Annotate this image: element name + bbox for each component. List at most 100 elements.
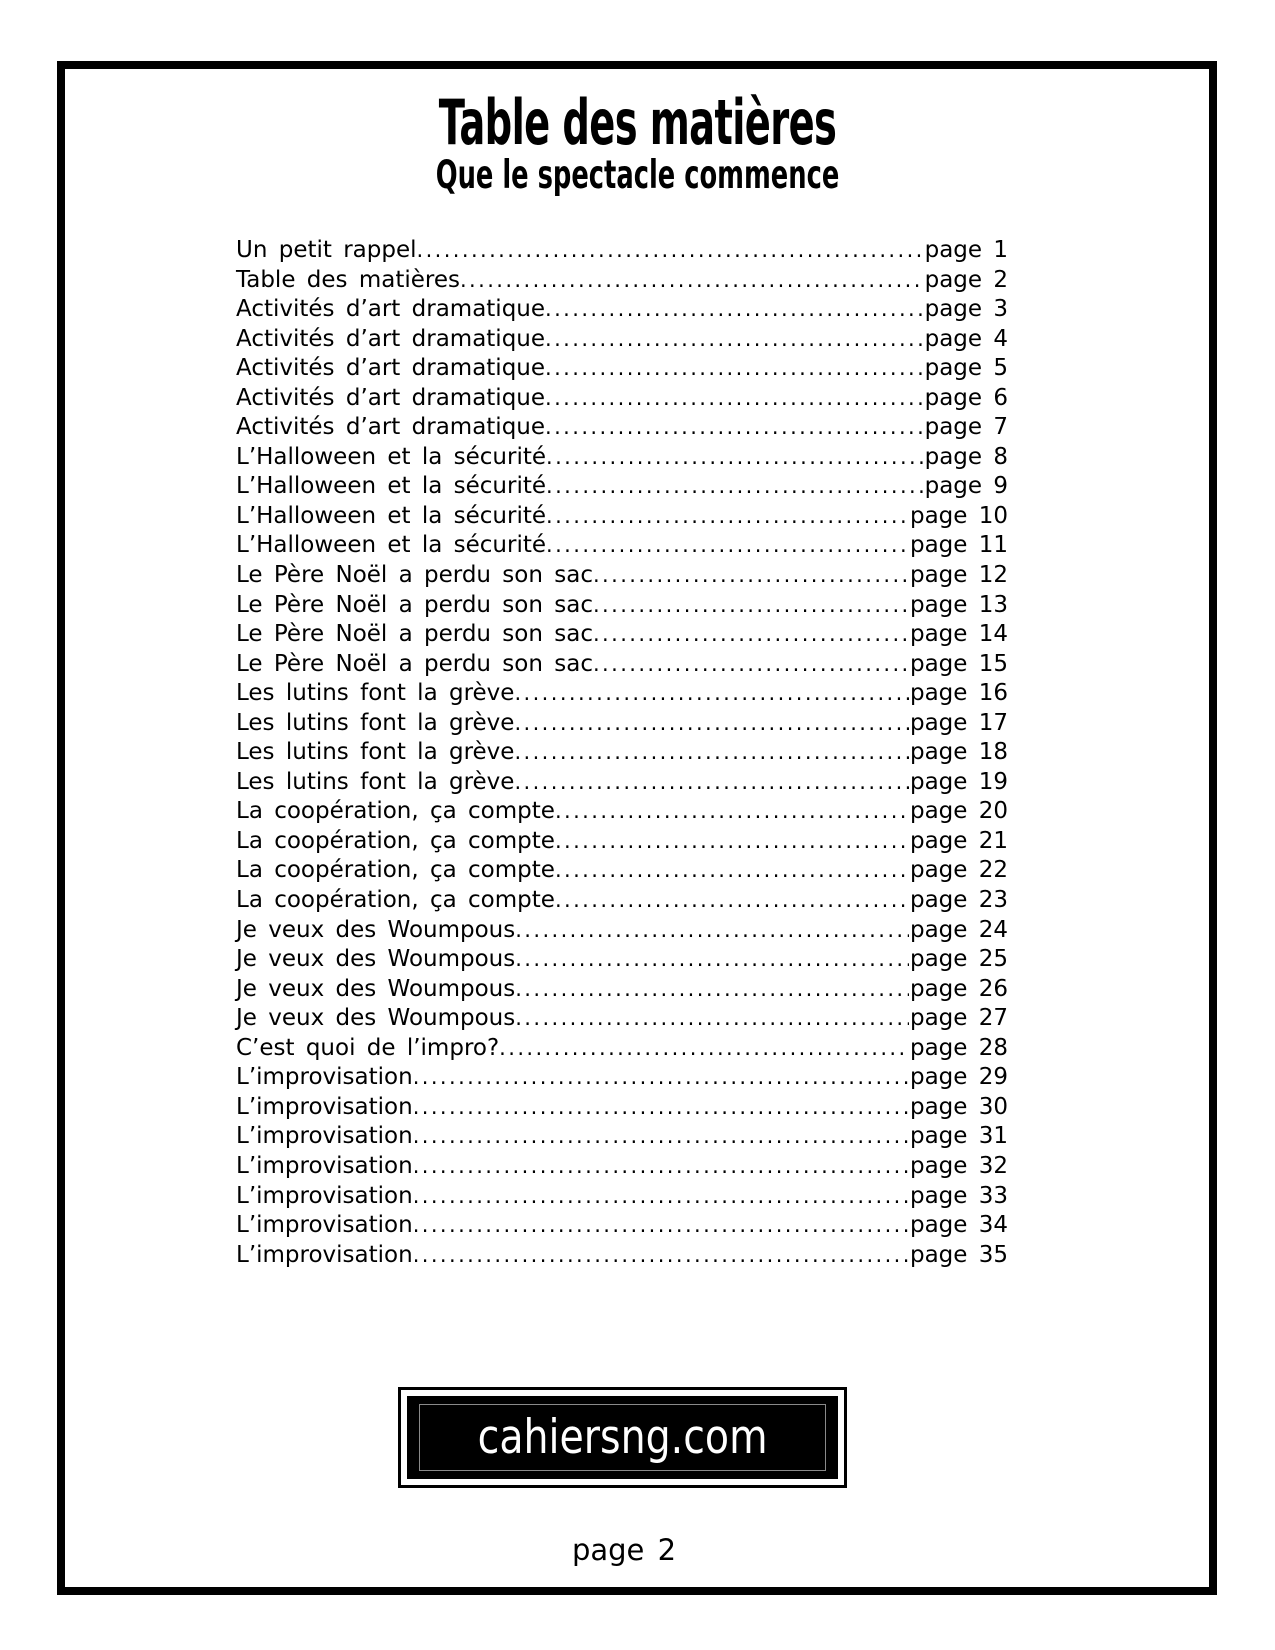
toc-leader-dots	[593, 622, 909, 646]
toc-leader-dots	[499, 1036, 909, 1060]
toc-entry-page: page 2	[924, 266, 1008, 293]
toc-leader-dots	[515, 1006, 909, 1030]
toc-entry-title: L’Halloween et la sécurité	[236, 532, 547, 559]
toc-row: Activités d’art dramatique page 6	[236, 385, 1008, 415]
toc-leader-dots	[593, 563, 909, 587]
toc-entry-title: Table des matières	[236, 266, 460, 293]
toc-entry-page: page 15	[909, 650, 1008, 677]
toc-entry-page: page 33	[909, 1182, 1008, 1209]
toc-entry-title: Le Père Noël a perdu son sac	[236, 650, 593, 677]
toc-leader-dots	[545, 327, 924, 351]
toc-list: Un petit rappel page 1 Table des matière…	[236, 237, 1008, 1271]
toc-leader-dots	[593, 652, 909, 676]
toc-entry-page: page 32	[909, 1152, 1008, 1179]
toc-entry-title: La coopération, ça compte	[236, 857, 555, 884]
toc-leader-dots	[460, 268, 924, 292]
toc-entry-title: Le Père Noël a perdu son sac	[236, 562, 593, 589]
toc-entry-title: L’improvisation	[236, 1123, 413, 1150]
toc-row: La coopération, ça compte page 22	[236, 857, 1008, 887]
toc-entry-page: page 35	[909, 1241, 1008, 1268]
toc-entry-title: Activités d’art dramatique	[236, 355, 546, 382]
toc-leader-dots	[413, 1243, 909, 1267]
toc-entry-page: page 10	[909, 502, 1008, 529]
toc-leader-dots	[593, 593, 909, 617]
toc-leader-dots	[413, 1124, 909, 1148]
toc-entry-page: page 31	[909, 1123, 1008, 1150]
toc-leader-dots	[555, 799, 909, 823]
toc-row: L’Halloween et la sécurité page 11	[236, 532, 1008, 562]
toc-leader-dots	[514, 770, 909, 794]
toc-row: Le Père Noël a perdu son sac page 12	[236, 562, 1008, 592]
toc-entry-page: page 25	[909, 946, 1008, 973]
toc-row: La coopération, ça compte page 20	[236, 798, 1008, 828]
toc-entry-page: page 9	[924, 473, 1008, 500]
toc-leader-dots	[545, 356, 924, 380]
toc-entry-title: Le Père Noël a perdu son sac	[236, 591, 593, 618]
toc-entry-title: L’improvisation	[236, 1182, 413, 1209]
toc-entry-page: page 23	[909, 887, 1008, 914]
toc-row: Je veux des Woumpous page 24	[236, 917, 1008, 947]
toc-leader-dots	[545, 297, 924, 321]
toc-leader-dots	[546, 445, 924, 469]
page-subtitle: Que le spectacle commence	[435, 153, 840, 198]
toc-leader-dots	[413, 1065, 909, 1089]
toc-row: Je veux des Woumpous page 27	[236, 1005, 1008, 1035]
toc-row: Activités d’art dramatique page 7	[236, 414, 1008, 444]
toc-entry-title: L’improvisation	[236, 1093, 413, 1120]
toc-row: Je veux des Woumpous page 25	[236, 946, 1008, 976]
toc-entry-title: Activités d’art dramatique	[236, 414, 546, 441]
toc-entry-title: Activités d’art dramatique	[236, 325, 546, 352]
toc-entry-title: La coopération, ça compte	[236, 827, 555, 854]
toc-entry-title: L’Halloween et la sécurité	[236, 502, 547, 529]
toc-leader-dots	[514, 681, 909, 705]
toc-entry-page: page 7	[924, 414, 1008, 441]
toc-leader-dots	[417, 238, 924, 262]
toc-entry-title: Je veux des Woumpous	[236, 946, 516, 973]
toc-row: C’est quoi de l’impro? page 28	[236, 1035, 1008, 1065]
toc-entry-page: page 29	[909, 1064, 1008, 1091]
toc-leader-dots	[413, 1184, 909, 1208]
toc-leader-dots	[555, 858, 909, 882]
toc-row: Les lutins font la grève page 19	[236, 769, 1008, 799]
toc-row: Le Père Noël a perdu son sac page 14	[236, 621, 1008, 651]
toc-row: L’improvisation page 35	[236, 1242, 1008, 1272]
toc-entry-page: page 28	[909, 1034, 1008, 1061]
toc-entry-title: Activités d’art dramatique	[236, 296, 546, 323]
toc-leader-dots	[515, 977, 909, 1001]
toc-row: L’improvisation page 31	[236, 1123, 1008, 1153]
toc-row: La coopération, ça compte page 21	[236, 828, 1008, 858]
toc-row: L’improvisation page 30	[236, 1094, 1008, 1124]
toc-entry-title: Les lutins font la grève	[236, 709, 515, 736]
toc-row: La coopération, ça compte page 23	[236, 887, 1008, 917]
toc-entry-page: page 24	[909, 916, 1008, 943]
toc-entry-title: Le Père Noël a perdu son sac	[236, 621, 593, 648]
toc-row: Les lutins font la grève page 16	[236, 680, 1008, 710]
toc-row: L’improvisation page 32	[236, 1153, 1008, 1183]
toc-row: Activités d’art dramatique page 5	[236, 355, 1008, 385]
toc-entry-page: page 14	[909, 621, 1008, 648]
toc-entry-title: L’improvisation	[236, 1064, 413, 1091]
website-box-inner: cahiersng.com	[407, 1396, 838, 1479]
toc-row: L’improvisation page 29	[236, 1064, 1008, 1094]
toc-row: Table des matières page 2	[236, 267, 1008, 297]
toc-entry-page: page 30	[909, 1093, 1008, 1120]
toc-row: L’improvisation page 33	[236, 1183, 1008, 1213]
toc-entry-title: Les lutins font la grève	[236, 739, 515, 766]
toc-entry-title: La coopération, ça compte	[236, 887, 555, 914]
toc-entry-title: L’Halloween et la sécurité	[236, 473, 547, 500]
footer-page-number: page 2	[571, 1533, 677, 1567]
toc-entry-page: page 11	[909, 532, 1008, 559]
toc-leader-dots	[546, 474, 924, 498]
toc-leader-dots	[413, 1213, 909, 1237]
toc-entry-page: page 5	[924, 355, 1008, 382]
toc-row: L’Halloween et la sécurité page 9	[236, 473, 1008, 503]
toc-entry-page: page 8	[924, 443, 1008, 470]
toc-leader-dots	[545, 386, 924, 410]
toc-entry-title: Je veux des Woumpous	[236, 1005, 516, 1032]
toc-entry-page: page 20	[909, 798, 1008, 825]
page-title: Table des matières	[438, 86, 837, 159]
toc-entry-title: Activités d’art dramatique	[236, 384, 546, 411]
toc-row: L’improvisation page 34	[236, 1212, 1008, 1242]
toc-entry-page: page 26	[909, 975, 1008, 1002]
toc-entry-page: page 34	[909, 1212, 1008, 1239]
